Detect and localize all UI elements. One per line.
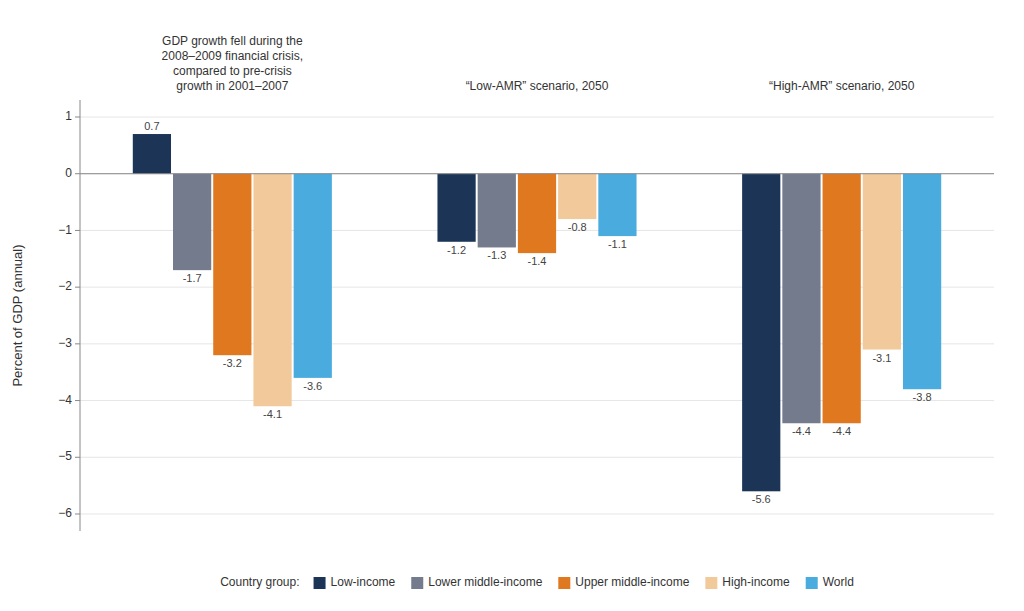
tick-label: −1 (58, 223, 72, 237)
bar (823, 174, 861, 424)
bar (558, 174, 596, 219)
bar (294, 174, 332, 378)
legend-swatch (411, 577, 423, 589)
grid-line (80, 457, 994, 458)
tick-label: −5 (58, 449, 72, 463)
data-label: -5.6 (752, 493, 771, 505)
bar (598, 174, 636, 236)
data-label: -3.6 (303, 380, 322, 392)
tick-label: 1 (65, 109, 72, 123)
data-label: -1.7 (183, 272, 202, 284)
annotation: “Low-AMR” scenario, 2050 (466, 79, 609, 93)
tick-label: −2 (58, 279, 72, 293)
grid-line (80, 173, 994, 174)
data-label: -1.1 (608, 238, 627, 250)
legend-label: Lower middle-income (428, 575, 542, 589)
bar (742, 174, 780, 492)
legend-label: World (823, 575, 854, 589)
bar (903, 174, 941, 390)
data-label: -3.2 (223, 357, 242, 369)
data-labels: 0.7 -1.2 -5.6 -1.7 -1.3 -4.4 -3.2 -1.4 -4.4 -4.1 -… (144, 120, 931, 505)
legend-swatch (558, 577, 570, 589)
bar (437, 174, 475, 242)
tick-mark (75, 287, 80, 288)
data-label: -3.8 (913, 391, 932, 403)
data-label: -1.4 (528, 255, 547, 267)
bar (213, 174, 251, 355)
y-axis-label: Percent of GDP (annual) (10, 244, 25, 386)
bars (133, 134, 941, 491)
data-label: -3.1 (872, 352, 891, 364)
grid-line (80, 117, 994, 118)
tick-mark (75, 230, 80, 231)
data-label: -0.8 (568, 221, 587, 233)
data-label: 0.7 (144, 120, 159, 132)
legend-label: Low-income (331, 575, 396, 589)
chart: 1 0 −1 −2 −3 −4 −5 −6 Percent of GDP (annual) 0.7… (0, 0, 1024, 611)
legend-title: Country group: (220, 575, 299, 589)
bar (863, 174, 901, 350)
bar (518, 174, 556, 253)
data-label: -4.1 (263, 408, 282, 420)
data-label: -4.4 (792, 425, 811, 437)
bar (133, 134, 171, 174)
tick-label: 0 (65, 166, 72, 180)
bar (173, 174, 211, 270)
bar (782, 174, 820, 424)
tick-mark (75, 513, 80, 514)
data-label: -4.4 (832, 425, 851, 437)
legend-label: High-income (722, 575, 790, 589)
annotation-line: “Low-AMR” scenario, 2050 (466, 79, 609, 93)
annotation-line: growth in 2001–2007 (176, 79, 288, 93)
annotation-line: compared to pre-crisis (173, 64, 292, 78)
baseline (80, 173, 994, 174)
tick-mark (75, 457, 80, 458)
bar (253, 174, 291, 407)
legend-swatch (705, 577, 717, 589)
legend: Country group: Low-income Lower middle-inc… (220, 575, 854, 589)
y-axis-line (80, 100, 81, 531)
tick-mark (75, 173, 80, 174)
data-label: -1.3 (487, 249, 506, 261)
annotation-line: “High-AMR” scenario, 2050 (769, 79, 915, 93)
bar (478, 174, 516, 248)
grid-line (80, 513, 994, 514)
legend-swatch (314, 577, 326, 589)
tick-label: −6 (58, 506, 72, 520)
tick-mark (75, 117, 80, 118)
legend-swatch (806, 577, 818, 589)
tick-mark (75, 400, 80, 401)
legend-label: Upper middle-income (575, 575, 689, 589)
tick-label: −3 (58, 336, 72, 350)
data-label: -1.2 (447, 244, 466, 256)
annotation: GDP growth fell during the2008–2009 fina… (162, 34, 303, 93)
annotation-line: GDP growth fell during the (162, 34, 303, 48)
annotation-line: 2008–2009 financial crisis, (162, 49, 303, 63)
tick-label: −4 (58, 393, 72, 407)
annotation: “High-AMR” scenario, 2050 (769, 79, 915, 93)
tick-mark (75, 343, 80, 344)
